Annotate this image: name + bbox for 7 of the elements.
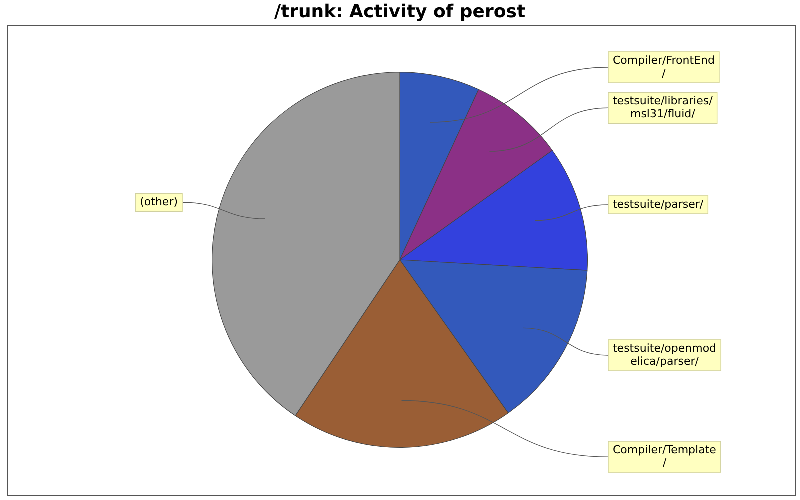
chart-title: /trunk: Activity of perost: [274, 2, 526, 23]
slice-label: testsuite/libraries/msl31/fluid/: [613, 94, 714, 121]
slice-label: Compiler/Template/: [612, 443, 717, 470]
slice-label: (other): [140, 196, 178, 208]
slice-label: Compiler/FrontEnd/: [612, 54, 715, 80]
slice-label: testsuite/openmodelica/parser/: [612, 342, 717, 368]
slice-label: testsuite/parser/: [612, 198, 704, 211]
